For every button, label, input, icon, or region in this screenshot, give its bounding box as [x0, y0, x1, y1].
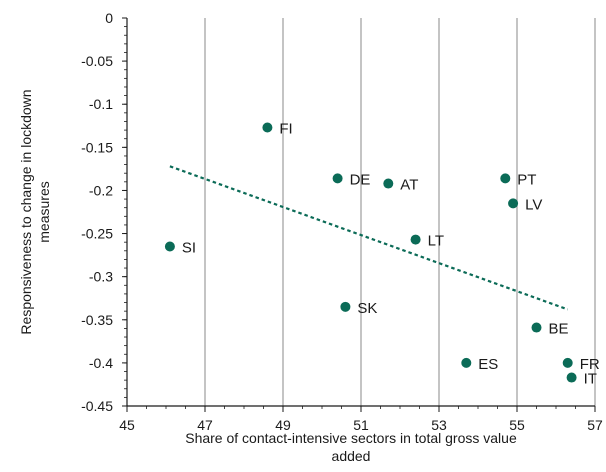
- point-IT: [566, 372, 577, 383]
- point-SI: [164, 241, 175, 252]
- point-label-FI: FI: [279, 121, 292, 138]
- y-tick-label-4: -0.2: [89, 182, 113, 198]
- point-label-LV: LV: [525, 196, 542, 213]
- y-axis-title-line-0: Responsiveness to change in lockdown: [18, 89, 34, 334]
- tick-labels: 0 -0.05 -0.1 -0.15 -0.2 -0.25 -0.3 -0.35 -0.4 -0.…: [81, 10, 603, 433]
- x-tick-label-3: 51: [353, 417, 369, 433]
- point-DE: [332, 173, 343, 184]
- point-LT: [410, 234, 421, 245]
- x-tick-label-4: 53: [431, 417, 447, 433]
- y-tick-label-8: -0.4: [89, 355, 113, 371]
- point-label-LT: LT: [428, 233, 444, 250]
- axis-titles: Share of contact-intensive sectors in to…: [18, 89, 517, 464]
- y-tick-label-7: -0.35: [81, 312, 113, 328]
- x-tick-label-2: 49: [275, 417, 291, 433]
- y-tick-label-9: -0.45: [81, 398, 113, 414]
- point-label-SI: SI: [182, 239, 196, 256]
- y-tick-label-2: -0.1: [89, 96, 113, 112]
- y-tick-label-3: -0.15: [81, 139, 113, 155]
- point-FI: [262, 122, 273, 133]
- point-label-BE: BE: [549, 321, 569, 338]
- trendline: [169, 165, 569, 311]
- point-SK: [340, 301, 351, 312]
- x-axis-title-line-1: added: [332, 448, 371, 464]
- point-LV: [508, 198, 519, 209]
- y-tick-label-1: -0.05: [81, 53, 113, 69]
- point-AT: [383, 178, 394, 189]
- y-axis-title-line-1: measures: [36, 181, 52, 242]
- y-tick-label-5: -0.25: [81, 226, 113, 242]
- x-tick-label-6: 57: [587, 417, 603, 433]
- axes: [122, 17, 596, 412]
- grid-lines: [204, 18, 596, 406]
- trend-line: [169, 165, 569, 311]
- point-ES: [461, 357, 472, 368]
- point-PT: [500, 173, 511, 184]
- point-BE: [531, 322, 542, 333]
- x-tick-label-0: 45: [119, 417, 135, 433]
- x-tick-label-5: 55: [509, 417, 525, 433]
- point-label-SK: SK: [357, 300, 377, 317]
- point-label-DE: DE: [350, 171, 371, 188]
- point-label-AT: AT: [400, 177, 418, 194]
- y-tick-label-0: 0: [105, 10, 113, 26]
- point-label-IT: IT: [584, 371, 597, 388]
- x-tick-label-1: 47: [197, 417, 213, 433]
- point-label-ES: ES: [478, 356, 498, 373]
- point-label-FR: FR: [580, 356, 600, 373]
- y-tick-label-6: -0.3: [89, 269, 113, 285]
- point-FR: [562, 357, 573, 368]
- point-label-PT: PT: [517, 171, 536, 188]
- x-axis-title-line-0: Share of contact-intensive sectors in to…: [185, 430, 517, 446]
